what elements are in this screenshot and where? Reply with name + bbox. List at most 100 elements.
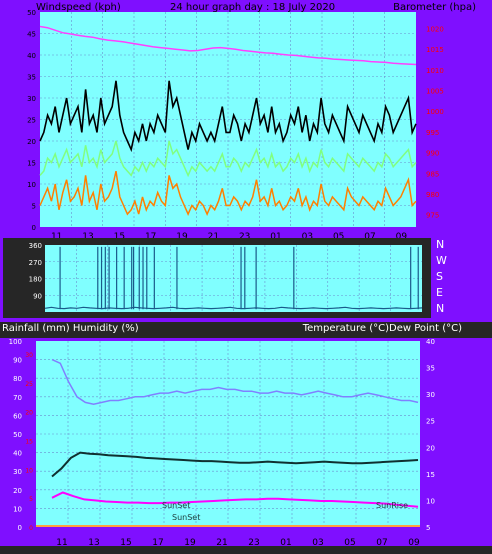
wind-y-tick: 40 <box>27 52 36 60</box>
series-temperature-line <box>51 451 419 478</box>
wind-y-tick: 30 <box>27 95 36 103</box>
barometer-y-tick: 1010 <box>426 67 444 75</box>
barometer-y-tick: 980 <box>426 191 439 199</box>
temperature-x-tick: 07 <box>376 538 387 548</box>
rainfall-y-tick: 20 <box>25 410 33 417</box>
wind-x-tick: 05 <box>333 232 344 242</box>
wind-x-tick: 01 <box>270 232 281 242</box>
temperature-x-tick: 19 <box>184 538 196 548</box>
barometer-y-tick: 990 <box>426 150 439 158</box>
humidity-y-tick: 90 <box>13 357 22 365</box>
temperature-y-tick: 15 <box>426 471 435 479</box>
temperature-x-tick: 13 <box>88 538 99 548</box>
temperature-header-band <box>0 322 492 338</box>
temperature-y-tick: 40 <box>426 338 435 346</box>
rainfall-y-tick: 0 <box>29 525 33 532</box>
wind-x-tick: 21 <box>208 232 219 242</box>
direction-y-tick: 180 <box>29 276 42 284</box>
temperature-y-tick: 5 <box>426 524 430 532</box>
compass-label: S <box>436 270 443 283</box>
humidity-y-tick: 30 <box>13 468 22 476</box>
temperature-x-tick: 01 <box>280 538 291 548</box>
wind-y-tick: 0 <box>32 224 36 232</box>
temperature-x-tick: 17 <box>152 538 163 548</box>
series-gust-line <box>39 80 417 153</box>
sunset-annotation: SunSet <box>162 501 190 510</box>
barometer-y-tick: 1000 <box>426 108 444 116</box>
wind-y-tick: 25 <box>27 117 36 125</box>
compass-label: N <box>436 302 444 315</box>
humidity-y-tick: 70 <box>13 394 22 402</box>
wind-x-tick: 03 <box>302 232 313 242</box>
compass-label: E <box>436 286 443 299</box>
wind-axis-label: Windspeed (kph) <box>36 2 121 13</box>
temperature-x-tick: 21 <box>216 538 227 548</box>
barometer-y-tick: 1015 <box>426 46 444 54</box>
series-average-line <box>39 140 417 178</box>
compass-label: N <box>436 238 444 251</box>
wind-y-tick: 45 <box>27 31 36 39</box>
barometer-y-tick: 995 <box>426 129 439 137</box>
humidity-y-tick: 80 <box>13 375 22 383</box>
series-dew-point-line <box>51 491 419 508</box>
barometer-y-tick: 1005 <box>426 88 444 96</box>
compass-label: W <box>436 254 447 267</box>
humidity-y-tick: 50 <box>13 431 22 439</box>
rainfall-y-tick: 25 <box>25 381 33 388</box>
series-direction-line <box>44 306 423 310</box>
wind-x-tick: 15 <box>114 232 125 242</box>
temperature-y-tick: 35 <box>426 365 435 373</box>
rainfall-y-tick: 30 <box>25 352 33 359</box>
wind-y-tick: 50 <box>27 9 36 17</box>
wind-y-tick: 5 <box>32 203 36 211</box>
temperature-y-tick: 20 <box>426 444 435 452</box>
temperature-y-tick: 25 <box>426 418 435 426</box>
bottom-band <box>0 546 492 554</box>
humidity-y-tick: 40 <box>13 450 22 458</box>
wind-x-tick: 23 <box>239 232 250 242</box>
rainfall-y-tick: 10 <box>25 467 33 474</box>
humidity-y-tick: 0 <box>18 524 22 532</box>
sunset-annotation-2: SunSet <box>172 513 200 522</box>
wind-x-tick: 09 <box>396 232 408 242</box>
rainfall-y-tick: 15 <box>25 439 33 446</box>
wind-y-tick: 35 <box>27 74 36 82</box>
direction-y-tick: 90 <box>33 292 42 300</box>
wind-x-tick: 17 <box>145 232 156 242</box>
temperature-axis-label: Temperature (°C)Dew Point (°C) <box>302 323 462 334</box>
graph-title: 24 hour graph day : 18 July 2020 <box>170 2 335 13</box>
wind-x-tick: 11 <box>51 232 62 242</box>
wind-y-tick: 20 <box>27 138 36 146</box>
wind-panel: Windspeed (kph) 24 hour graph day : 18 J… <box>27 2 476 242</box>
barometer-y-tick: 975 <box>426 212 439 220</box>
series-barometer-line <box>39 25 417 66</box>
temperature-x-tick: 03 <box>312 538 323 548</box>
wind-y-tick: 15 <box>27 160 36 168</box>
wind-x-tick: 19 <box>176 232 188 242</box>
barometer-y-tick: 1020 <box>426 26 444 34</box>
humidity-y-tick: 60 <box>13 412 22 420</box>
humidity-axis-label: Rainfall (mm) Humidity (%) <box>2 323 139 334</box>
temperature-x-tick: 23 <box>248 538 259 548</box>
temperature-x-tick: 05 <box>344 538 355 548</box>
temperature-x-tick: 11 <box>56 538 67 548</box>
wind-y-tick: 10 <box>27 181 36 189</box>
barometer-y-tick: 985 <box>426 170 439 178</box>
direction-y-tick: 360 <box>29 242 42 250</box>
humidity-y-tick: 100 <box>9 338 22 346</box>
rainfall-y-tick: 5 <box>29 496 33 503</box>
temperature-panel: Rainfall (mm) Humidity (%) Temperature (… <box>0 322 492 554</box>
humidity-y-tick: 10 <box>13 505 22 513</box>
wind-x-tick: 13 <box>82 232 93 242</box>
direction-y-tick: 270 <box>29 259 42 267</box>
temperature-y-tick: 10 <box>426 497 435 505</box>
temperature-x-tick: 15 <box>120 538 131 548</box>
wind-x-tick: 07 <box>364 232 375 242</box>
sunrise-annotation: SunRise <box>376 501 408 510</box>
barometer-axis-label: Barometer (hpa) <box>393 2 476 13</box>
temperature-y-tick: 30 <box>426 391 435 399</box>
humidity-y-tick: 20 <box>13 487 22 495</box>
